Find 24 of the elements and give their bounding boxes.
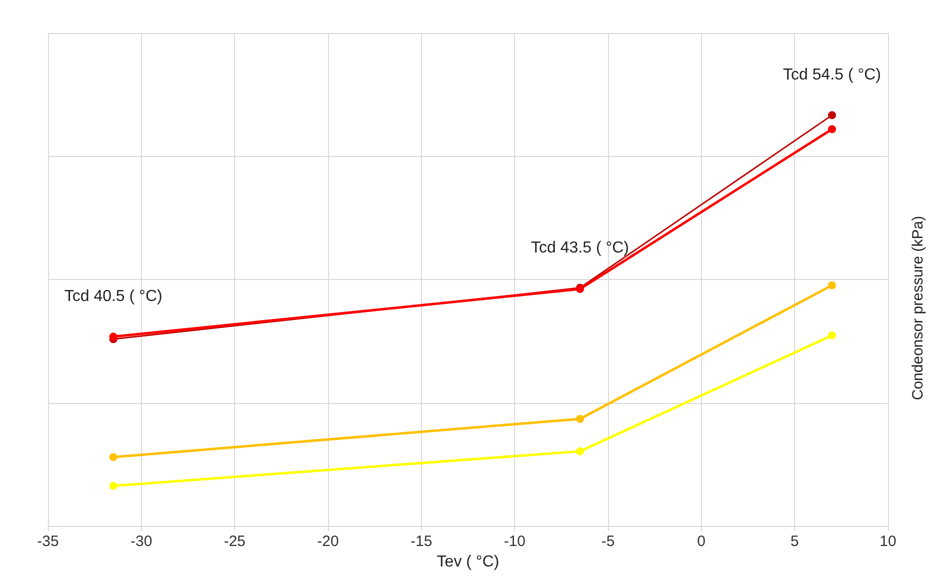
annotation: Tcd 43.5 ( °C) <box>531 239 629 256</box>
x-tick-label: 10 <box>880 533 896 550</box>
annotation: Tcd 54.5 ( °C) <box>783 66 881 84</box>
x-tick-label: -15 <box>410 533 432 550</box>
point <box>828 125 836 134</box>
x-axis-title: Tev ( °C) <box>436 554 500 570</box>
y-axis-title: Condeonsor pressure (kPa) <box>910 216 926 400</box>
point <box>576 414 584 423</box>
x-tick-label: -25 <box>224 533 246 550</box>
x-tick-label: -20 <box>317 533 339 550</box>
point <box>109 332 118 341</box>
point <box>109 482 118 490</box>
x-tick-label: -35 <box>37 533 59 550</box>
point <box>828 281 836 290</box>
x-tick-label: -5 <box>601 533 615 550</box>
x-tick-label: 0 <box>697 533 706 550</box>
point <box>828 111 836 120</box>
point <box>576 447 584 456</box>
point <box>828 331 836 340</box>
x-tick-label: -30 <box>130 533 152 550</box>
x-tick-label: -10 <box>504 533 526 550</box>
annotation: Tcd 40.5 ( °C) <box>64 288 162 306</box>
x-tick-label: 5 <box>790 533 799 550</box>
point <box>109 453 118 462</box>
